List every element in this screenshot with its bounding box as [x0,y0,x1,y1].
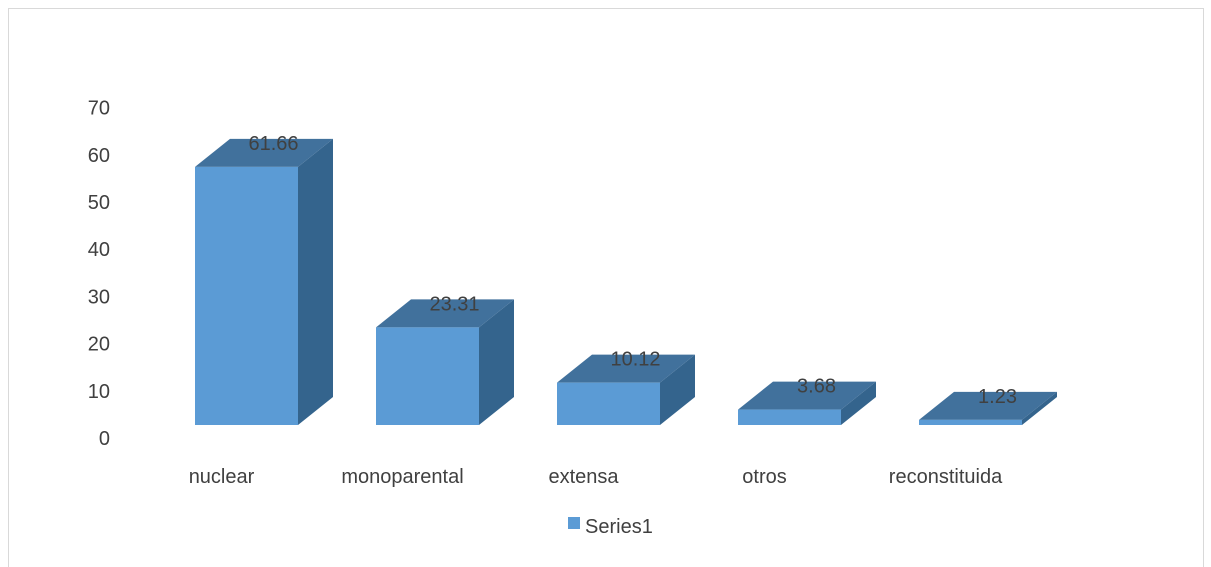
bar-extensa [557,354,695,425]
y-tick-label: 0 [99,428,110,450]
y-tick-label: 10 [88,381,110,403]
bar-side-face [841,381,876,425]
bar-side-face [660,354,695,425]
legend-label: Series1 [585,516,653,538]
bar-front-face [557,382,660,425]
category-label: monoparental [341,466,463,488]
category-label: otros [742,466,786,488]
category-label: reconstituida [889,466,1003,488]
y-tick-label: 30 [88,286,110,308]
bar-top-face [919,391,1057,420]
legend-swatch [568,517,580,529]
bar-nuclear [195,138,333,425]
bar-top-face [557,354,695,383]
bar-side-face [298,138,333,425]
bar-top-face [195,138,333,167]
bar-otros [738,381,876,425]
bar-top-face [738,381,876,410]
data-label: 23.31 [429,293,479,315]
bar-reconstituida [919,391,1057,425]
category-label: nuclear [189,466,255,488]
bar-front-face [376,327,479,425]
data-label: 3.68 [797,376,836,398]
y-tick-label: 70 [88,98,110,120]
category-label: extensa [548,466,619,488]
bar-monoparental [376,299,514,425]
y-tick-label: 20 [88,334,110,356]
data-label: 10.12 [610,349,660,371]
bar-side-face [479,299,514,425]
data-label: 1.23 [978,386,1017,408]
bar-front-face [738,409,841,425]
y-tick-label: 40 [88,239,110,261]
data-label: 61.66 [248,133,298,155]
bar-side-face [1022,391,1057,425]
bar-front-face [195,166,298,425]
bar-top-face [376,299,514,328]
y-tick-label: 60 [88,145,110,167]
bar-front-face [919,419,1022,425]
y-tick-label: 50 [88,192,110,214]
